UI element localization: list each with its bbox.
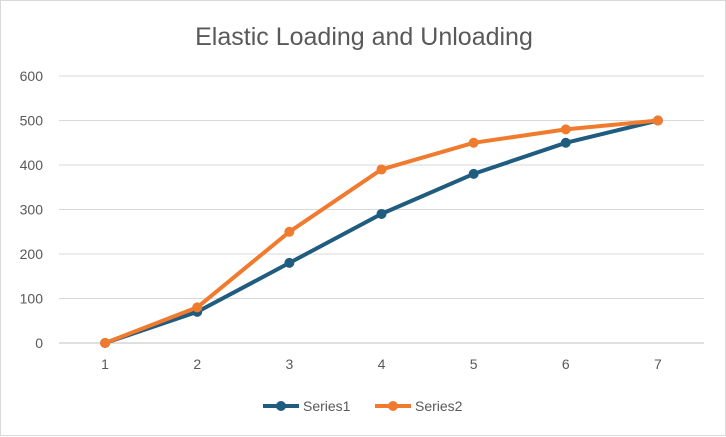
data-point [560, 124, 571, 135]
data-point [284, 226, 295, 237]
y-tick-label: 300 [20, 202, 44, 218]
y-tick-label: 100 [20, 291, 44, 307]
data-point [560, 137, 571, 148]
x-tick-label: 6 [562, 356, 570, 372]
legend-swatch-marker [388, 401, 398, 411]
series-layer [100, 115, 663, 348]
x-tick-label: 2 [193, 356, 201, 372]
data-point [468, 168, 479, 179]
x-tick-label: 3 [285, 356, 293, 372]
x-tick-label: 5 [470, 356, 478, 372]
y-tick-label: 600 [20, 68, 44, 84]
series-2 [100, 115, 663, 348]
y-axis-ticks: 0 100 200 300 400 500 600 [20, 68, 44, 351]
data-point [376, 164, 387, 175]
legend-item: Series1 [263, 398, 351, 414]
legend-label: Series2 [415, 398, 463, 414]
x-tick-label: 4 [378, 356, 386, 372]
y-tick-label: 500 [20, 113, 44, 129]
x-tick-label: 7 [654, 356, 662, 372]
x-tick-label: 1 [101, 356, 109, 372]
data-point [284, 257, 295, 268]
legend-swatch-marker [276, 401, 286, 411]
legend-item: Series2 [375, 398, 463, 414]
legend: Series1 Series2 [263, 398, 463, 414]
y-tick-label: 200 [20, 246, 44, 262]
legend-label: Series1 [303, 398, 351, 414]
chart-title: Elastic Loading and Unloading [195, 23, 533, 51]
y-tick-label: 400 [20, 157, 44, 173]
data-point [100, 338, 111, 348]
data-point [652, 115, 663, 126]
y-tick-label: 0 [35, 335, 43, 351]
x-axis-ticks: 1 2 3 4 5 6 7 [101, 356, 662, 372]
data-point [192, 302, 203, 313]
data-point [468, 137, 479, 148]
series-line [103, 118, 660, 345]
data-point [376, 208, 387, 219]
